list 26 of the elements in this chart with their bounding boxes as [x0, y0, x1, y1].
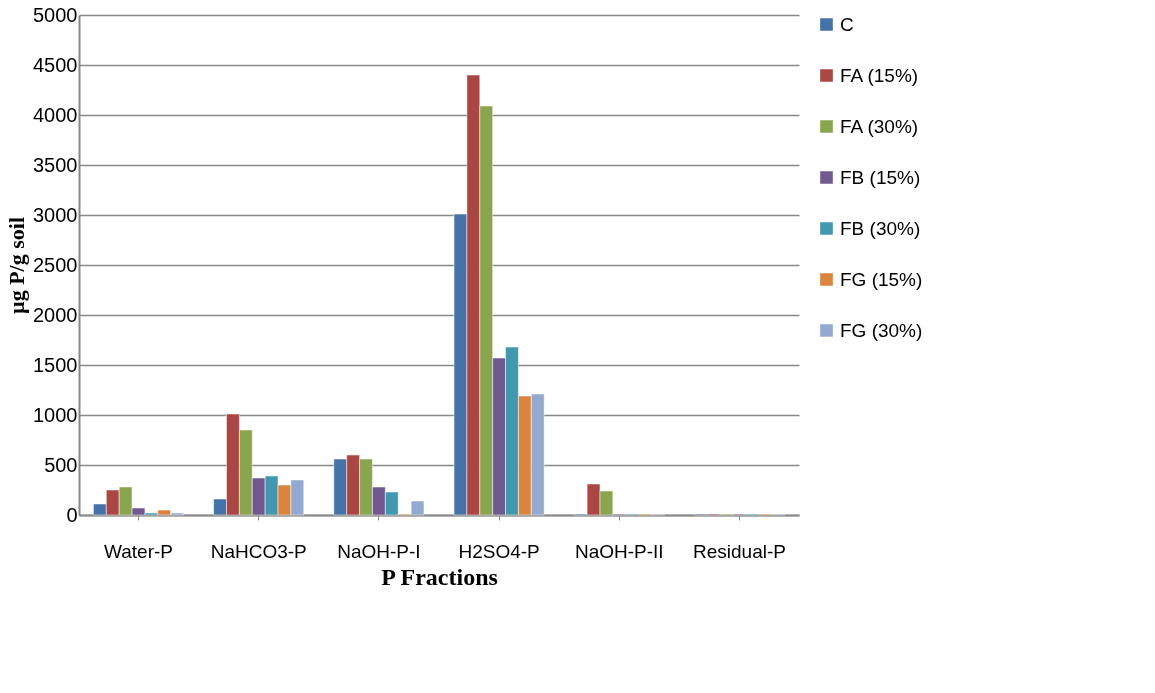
x-tick-label: Residual-P: [693, 540, 786, 562]
x-axis-title: P Fractions: [381, 563, 498, 590]
legend-label: FB (30%): [840, 217, 921, 239]
x-tick-label: NaOH-P-I: [337, 540, 421, 562]
y-axis-title: µg P/g soil: [4, 216, 30, 315]
legend-label: FG (15%): [840, 268, 923, 290]
x-tick-label: Water-P: [104, 540, 173, 562]
y-tick-label: 3500: [33, 153, 78, 176]
x-tick-label: NaOH-P-II: [574, 540, 664, 562]
y-tick-label: 0: [66, 503, 78, 526]
y-tick-label: 1000: [33, 403, 78, 426]
y-tick-label: 4000: [33, 103, 78, 126]
y-tick-label: 2500: [33, 253, 78, 276]
y-tick-label: 2000: [33, 303, 78, 326]
legend-label: FG (30%): [840, 319, 923, 341]
y-tick-label: 5000: [33, 3, 78, 26]
legend-label: FA (15%): [840, 64, 919, 86]
x-tick-label: NaHCO3-P: [210, 540, 307, 562]
y-tick-label: 3000: [33, 203, 78, 226]
y-tick-label: 1500: [33, 353, 78, 376]
legend-label: FB (15%): [840, 166, 921, 188]
x-tick-label: H2SO4-P: [458, 540, 540, 562]
y-tick-label: 500: [44, 453, 78, 476]
y-tick-label: 4500: [33, 53, 78, 76]
legend-label: C: [840, 13, 854, 35]
legend-label: FA (30%): [840, 115, 919, 137]
